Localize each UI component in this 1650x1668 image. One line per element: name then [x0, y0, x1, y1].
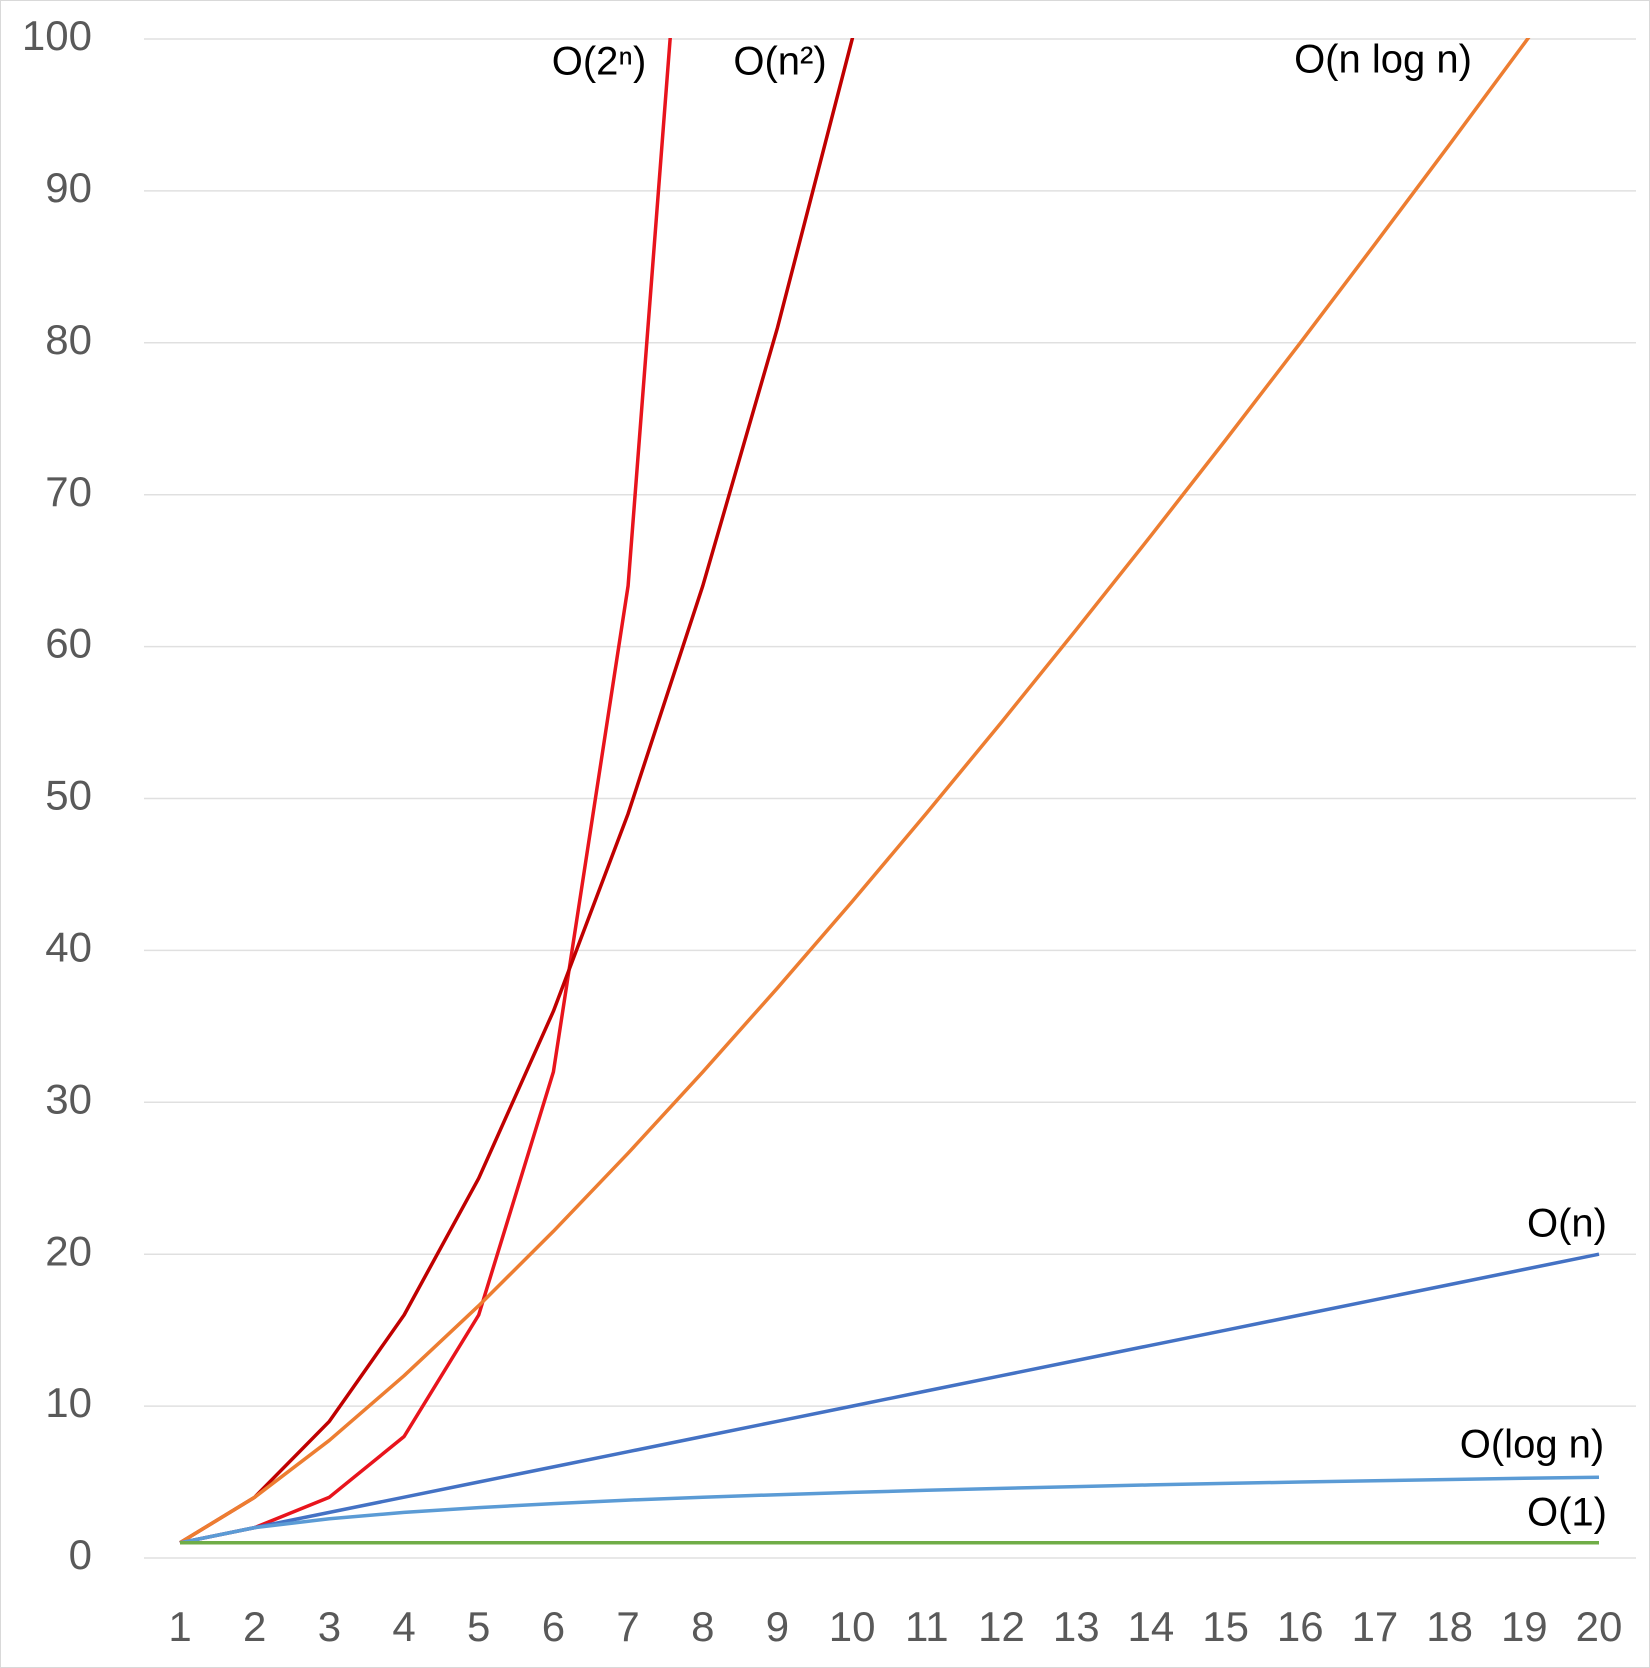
x-tick-label: 12	[978, 1603, 1025, 1650]
x-tick-label: 14	[1128, 1603, 1175, 1650]
y-tick-label: 10	[45, 1379, 92, 1426]
x-tick-label: 9	[766, 1603, 789, 1650]
x-tick-label: 15	[1202, 1603, 1249, 1650]
x-tick-label: 19	[1501, 1603, 1548, 1650]
series-line	[179, 38, 1531, 1545]
series-label: O(n)	[1527, 1202, 1607, 1246]
x-tick-label: 4	[392, 1603, 415, 1650]
x-tick-label: 2	[243, 1603, 266, 1650]
y-tick-label: 70	[45, 468, 92, 515]
series-line	[179, 1252, 1600, 1545]
y-tick-label: 80	[45, 316, 92, 363]
x-tick-label: 8	[691, 1603, 714, 1650]
x-tick-label: 10	[829, 1603, 876, 1650]
x-tick-label: 16	[1277, 1603, 1324, 1650]
series-label: O(n log n)	[1294, 38, 1472, 82]
x-tick-label: 6	[542, 1603, 565, 1650]
labels: O(2ⁿ) O(n²) O(n log n) O(n) O(log n) O(1)	[552, 38, 1607, 1535]
series-label: O(2ⁿ)	[552, 40, 647, 84]
series-label: O(n²)	[733, 40, 826, 84]
x-tick-label: 1	[168, 1603, 191, 1650]
x-tick-label: 7	[616, 1603, 639, 1650]
y-tick-label: 60	[45, 620, 92, 667]
y-tick-label: 20	[45, 1227, 92, 1274]
x-tick-label: 18	[1426, 1603, 1473, 1650]
y-tick-label: 0	[69, 1531, 92, 1578]
y-tick-label: 30	[45, 1075, 92, 1122]
series-label: O(log n)	[1460, 1423, 1605, 1467]
x-tick-label: 13	[1053, 1603, 1100, 1650]
y-tick-label: 100	[22, 12, 92, 59]
y-tick-label: 40	[45, 923, 92, 970]
plot-area	[179, 38, 1600, 1545]
series-label: O(1)	[1527, 1491, 1607, 1535]
y-tick-label: 50	[45, 772, 92, 819]
series-line	[179, 1475, 1600, 1545]
x-tick-label: 17	[1352, 1603, 1399, 1650]
x-tick-label: 11	[905, 1603, 949, 1650]
y-tick-label: 90	[45, 164, 92, 211]
x-tick-label: 5	[467, 1603, 490, 1650]
x-tick-label: 3	[318, 1603, 341, 1650]
x-tick-label: 20	[1576, 1603, 1623, 1650]
series-line	[179, 38, 855, 1545]
